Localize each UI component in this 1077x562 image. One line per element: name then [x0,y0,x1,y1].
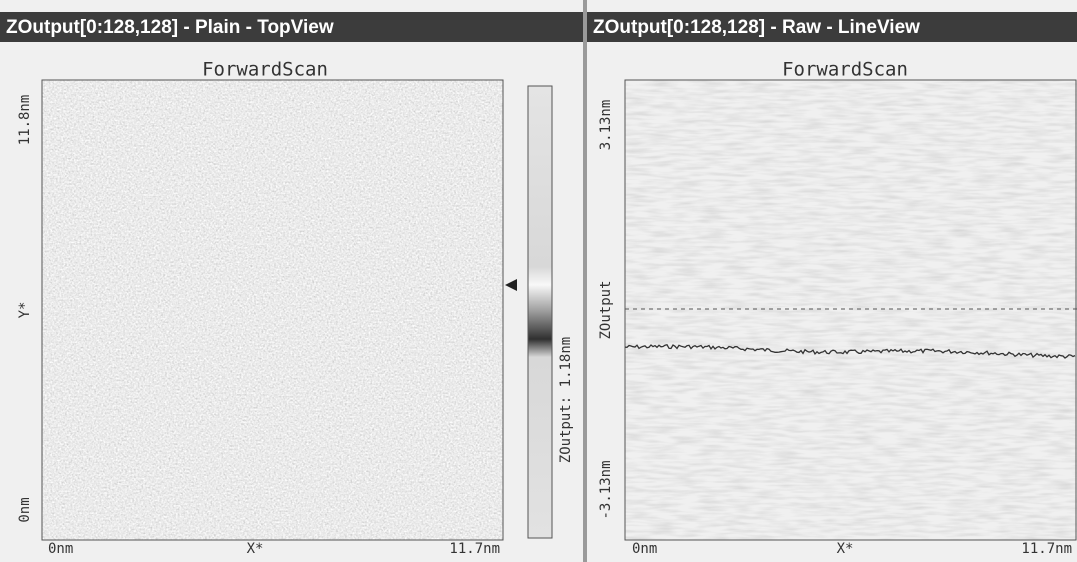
x-label: 0nm [48,541,73,557]
plot-background [625,80,1077,540]
plot-title: ForwardScan [202,59,328,81]
y-label: ZOutput [598,280,614,339]
topography-image [42,80,503,540]
divider [583,0,587,562]
plot-title: ForwardScan [782,59,908,81]
panel-title: ZOutput[0:128,128] - Raw - LineView [593,17,920,38]
line-view-panel: ZOutput[0:128,128] - Raw - LineView Forw… [587,0,1077,562]
top-view-panel: ZOutput[0:128,128] - Plain - TopView For… [0,12,583,557]
y-label: 11.8nm [17,95,33,146]
colorbar-marker[interactable] [505,279,517,291]
title-bar[interactable] [587,12,1077,42]
colorbar [527,85,553,539]
y-label: 3.13nm [598,100,614,151]
x-label: 11.7nm [449,541,500,557]
x-label: X* [247,541,264,557]
y-label: -3.13nm [598,460,614,519]
y-label: 0nm [17,497,33,522]
x-label: X* [837,541,854,557]
colorbar-label: ZOutput: 1.18nm [558,337,574,463]
title-bar[interactable] [0,12,583,42]
plot-frame [41,79,504,541]
plot-frame [624,79,1077,541]
y-label: Y* [17,302,33,319]
panel-title: ZOutput[0:128,128] - Plain - TopView [6,17,334,38]
profile-trace [624,343,1076,359]
x-label: 11.7nm [1021,541,1072,557]
x-label: 0nm [632,541,657,557]
